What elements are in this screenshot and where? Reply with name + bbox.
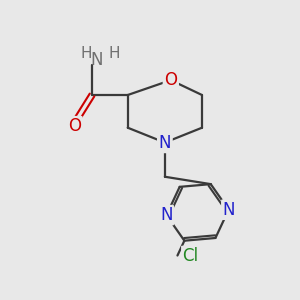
Text: N: N [222,201,235,219]
Text: H: H [108,46,120,62]
Text: N: N [159,134,171,152]
Text: O: O [68,117,81,135]
Text: O: O [164,71,177,89]
Text: H: H [80,46,92,62]
Text: N: N [90,51,103,69]
Text: Cl: Cl [182,247,198,265]
Text: N: N [160,206,173,224]
